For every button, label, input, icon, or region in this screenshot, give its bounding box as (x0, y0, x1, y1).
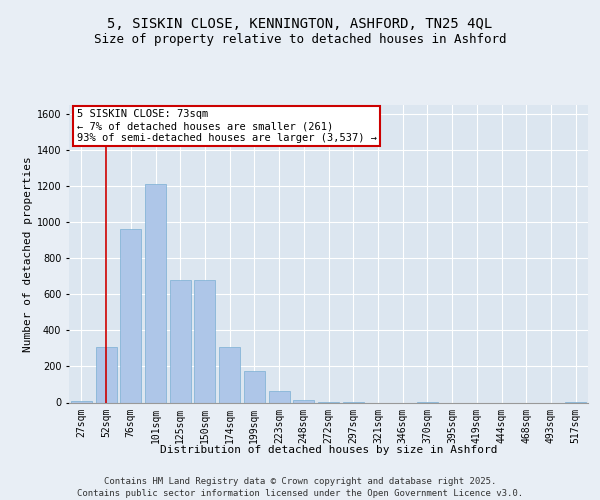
Bar (194, 280, 215, 402)
Bar (95, 346, 116, 403)
Y-axis label: Number of detached properties: Number of detached properties (23, 156, 32, 352)
Bar (120, 230, 141, 402)
Bar (269, 391, 290, 402)
Text: Contains HM Land Registry data © Crown copyright and database right 2025.
Contai: Contains HM Land Registry data © Crown c… (77, 476, 523, 498)
Bar (244, 371, 265, 402)
Bar (145, 184, 166, 402)
Bar (71, 400, 92, 402)
Bar (219, 346, 240, 403)
Bar (170, 280, 191, 402)
Text: 5 SISKIN CLOSE: 73sqm
← 7% of detached houses are smaller (261)
93% of semi-deta: 5 SISKIN CLOSE: 73sqm ← 7% of detached h… (77, 110, 377, 142)
X-axis label: Distribution of detached houses by size in Ashford: Distribution of detached houses by size … (160, 446, 497, 456)
Text: Size of property relative to detached houses in Ashford: Size of property relative to detached ho… (94, 32, 506, 46)
Text: 5, SISKIN CLOSE, KENNINGTON, ASHFORD, TN25 4QL: 5, SISKIN CLOSE, KENNINGTON, ASHFORD, TN… (107, 18, 493, 32)
Bar (293, 400, 314, 402)
